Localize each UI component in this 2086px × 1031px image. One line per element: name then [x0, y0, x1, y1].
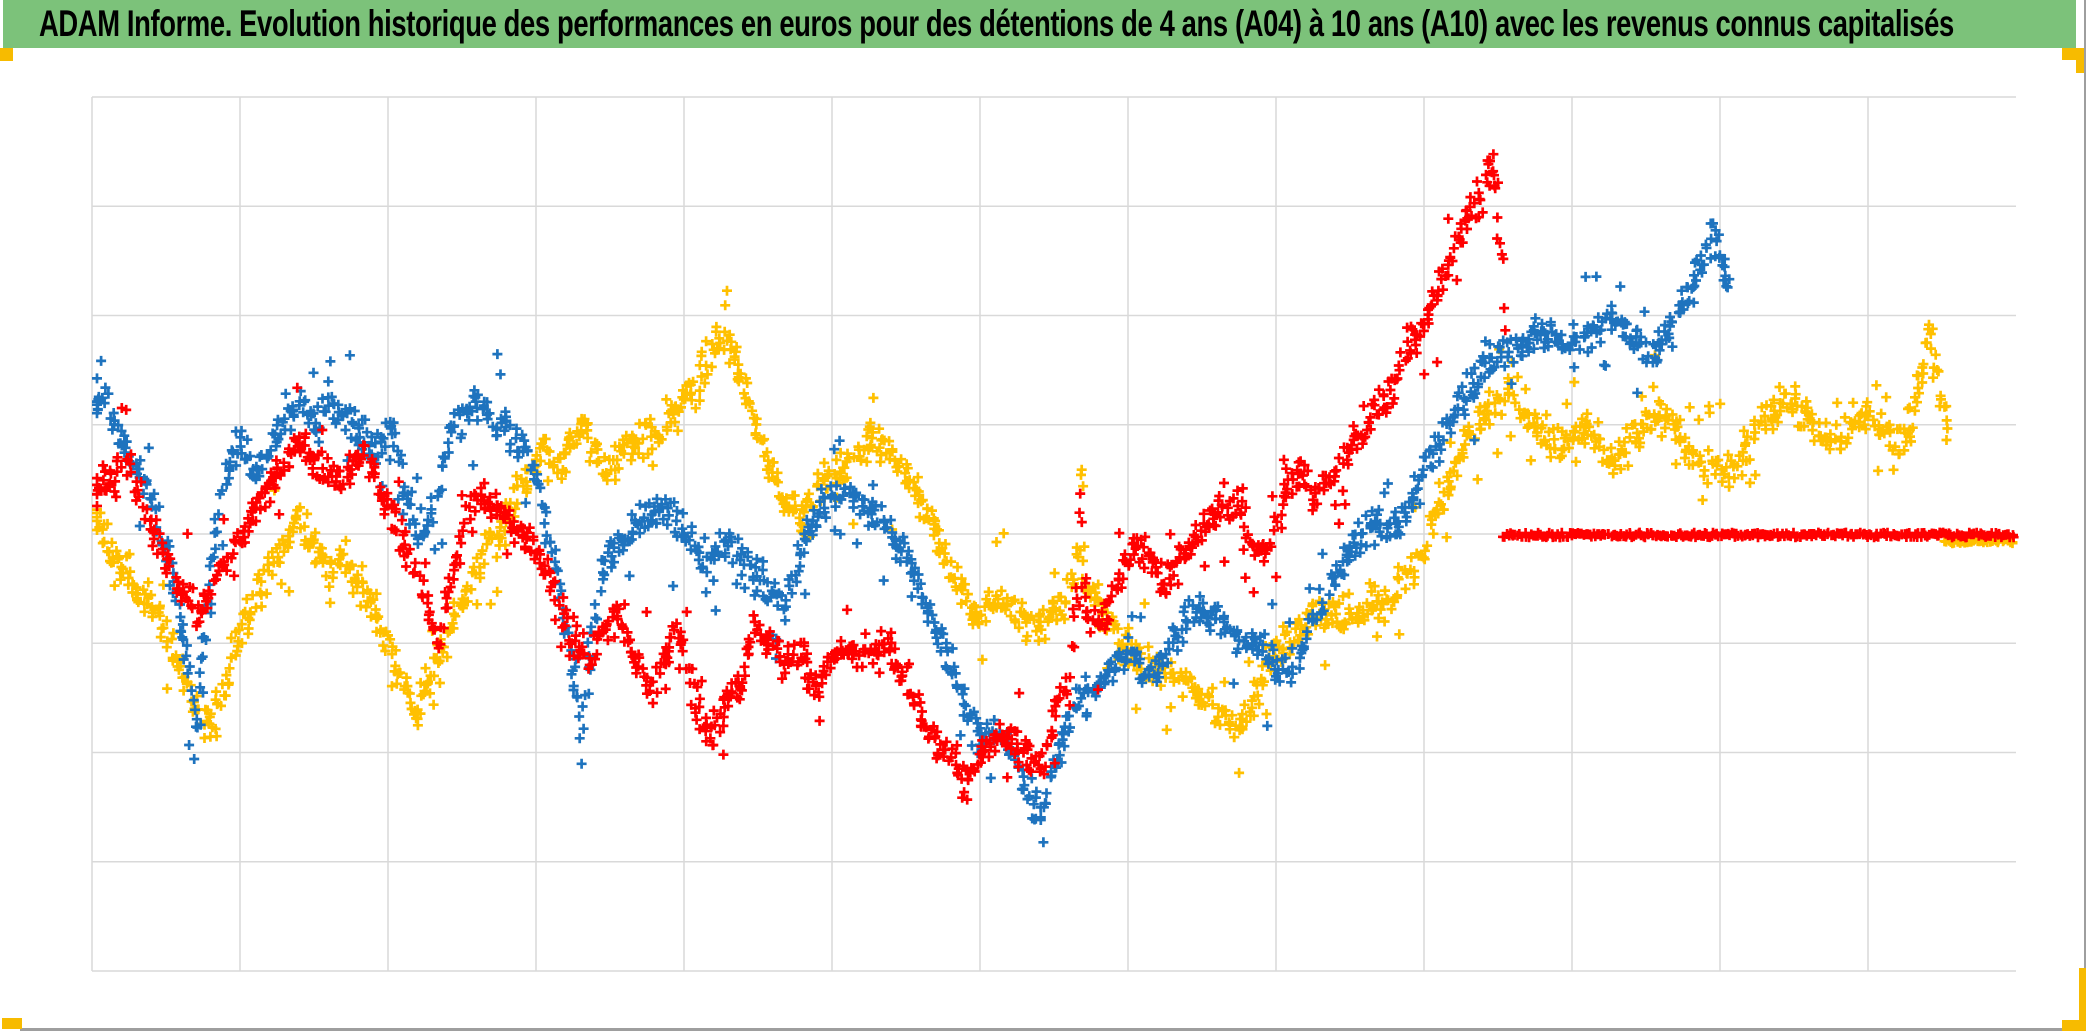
chart-title: ADAM Informe. Evolution historique des p…: [39, 3, 1954, 44]
selection-handle-top-left[interactable]: [0, 48, 13, 61]
selection-handle-bottom-left[interactable]: [2, 1018, 22, 1029]
selection-handle-bottom-right[interactable]: [2062, 1020, 2086, 1031]
window-border-right: [2084, 0, 2086, 1031]
scatter-series: [92, 149, 2019, 848]
series-yellow: [92, 285, 2018, 778]
window-border-bottom: [20, 1028, 2086, 1031]
series-red: [92, 149, 2019, 805]
selection-handle-top-right-v[interactable]: [2076, 48, 2084, 73]
selection-handle-bottom-right-v[interactable]: [2079, 968, 2086, 1030]
chart-title-bar: ADAM Informe. Evolution historique des p…: [3, 0, 2076, 48]
